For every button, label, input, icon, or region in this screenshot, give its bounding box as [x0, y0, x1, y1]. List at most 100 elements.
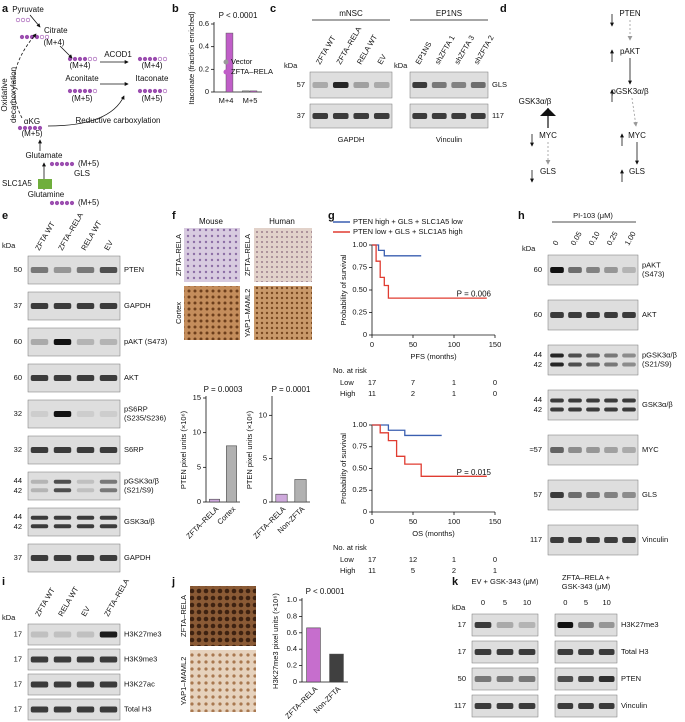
lane-label: RELA WT	[79, 219, 103, 252]
x-tick-label: 150	[489, 517, 502, 526]
carbon-dot	[142, 56, 148, 62]
band	[470, 113, 486, 119]
x-tick-label: 50	[409, 517, 417, 526]
lane-label: ZFTA–RELA	[102, 577, 131, 618]
lane-label: ZFTA WT	[33, 586, 57, 618]
band	[550, 447, 564, 453]
kda-label: 60	[534, 265, 542, 274]
band	[568, 537, 582, 543]
y-tick-label: 0	[197, 497, 201, 506]
kda-label: 42	[534, 405, 542, 414]
band	[332, 113, 349, 119]
y-tick-label: 0.75	[352, 262, 367, 271]
kda-label: ≈57	[530, 445, 542, 454]
band	[568, 312, 582, 318]
band	[496, 703, 514, 709]
kda-title: kDa	[522, 244, 536, 253]
risk-row-label: High	[340, 389, 355, 398]
band	[550, 492, 564, 498]
y-tick-label: 0.6	[199, 19, 209, 28]
x-tick-label: ZFTA–RELA	[283, 684, 319, 720]
band	[496, 676, 514, 682]
protein-label: GSK3α/β	[124, 517, 155, 526]
kda-label: 37	[297, 111, 305, 120]
kda-label: 44	[534, 350, 542, 359]
band	[451, 82, 467, 88]
band	[30, 555, 49, 561]
y-tick-label: 0.6	[287, 628, 297, 637]
carbon-dot	[20, 17, 26, 23]
band	[568, 362, 582, 367]
protein-label: H3K27me3	[621, 620, 659, 629]
band	[586, 407, 600, 412]
risk-count: 11	[368, 566, 376, 575]
carbon-dot	[54, 161, 60, 167]
y-tick-label: 0.2	[287, 661, 297, 670]
protein-label: pAKT (S473)	[124, 337, 168, 346]
band	[99, 515, 118, 520]
kda-label: 60	[14, 373, 22, 382]
band	[30, 375, 49, 381]
x-tick-label: 100	[448, 340, 461, 349]
y-tick-label: 0	[293, 677, 297, 686]
y-tick-label: 0.2	[199, 64, 209, 73]
ihc-image	[184, 286, 240, 340]
band	[586, 362, 600, 367]
band	[550, 312, 564, 318]
carbon-dot	[162, 56, 168, 62]
ihc-image	[190, 586, 256, 646]
band	[578, 622, 594, 628]
reductive-arrow	[47, 95, 125, 127]
bar	[226, 445, 237, 503]
band	[598, 703, 615, 709]
band	[99, 267, 118, 273]
band	[568, 407, 582, 412]
lane-label: 10	[602, 598, 610, 607]
protein-label: GSK3α/β	[642, 400, 673, 409]
band	[598, 622, 615, 628]
band	[474, 676, 492, 682]
band	[622, 447, 636, 453]
band	[604, 407, 618, 412]
carbon-dot	[39, 34, 45, 40]
kda-label: 17	[14, 629, 22, 638]
lane-label: 5	[503, 598, 507, 607]
lane-label: 0	[481, 598, 485, 607]
kda-label: 42	[534, 360, 542, 369]
band	[604, 353, 618, 358]
pathway-label: Citrate	[44, 26, 68, 35]
carbon-dot	[49, 200, 55, 206]
band	[99, 706, 118, 713]
p-value: P < 0.0001	[306, 587, 345, 596]
kda-label: 50	[14, 265, 22, 274]
pathway-label: Oxidative	[0, 78, 9, 112]
connector	[631, 97, 638, 127]
kda-title: kDa	[394, 61, 408, 70]
band	[550, 353, 564, 358]
node-label: pGSK3α/β	[611, 87, 649, 96]
band	[598, 649, 615, 655]
pathway-label: Pyruvate	[12, 5, 44, 14]
protein-label: AKT	[642, 310, 657, 319]
axis-title: Probability of survival	[339, 254, 348, 325]
kda-label: 117	[530, 535, 542, 544]
y-tick-label: 1.00	[352, 240, 367, 249]
kda-label: 117	[492, 111, 504, 120]
x-tick-label: M+4	[219, 96, 234, 105]
band	[53, 267, 72, 273]
kda-label: 17	[14, 704, 22, 713]
band	[76, 339, 95, 345]
y-tick-label: 0	[263, 497, 267, 506]
x-tick-label: 100	[448, 517, 461, 526]
carbon-dot	[64, 200, 70, 206]
y-tick-label: 0.25	[352, 485, 367, 494]
protein-label: Total H3	[621, 647, 649, 656]
protein-label: Vinculin	[621, 701, 647, 710]
pathway-label: (M+4)	[43, 38, 64, 47]
band	[53, 555, 72, 561]
kda-label: 17	[458, 620, 466, 629]
axis-title: H3K27me3 pixel units (×10⁶)	[271, 593, 280, 689]
band	[578, 676, 594, 682]
protein-label: (S473)	[642, 269, 665, 278]
pathway-label: (M+4)	[69, 61, 90, 70]
